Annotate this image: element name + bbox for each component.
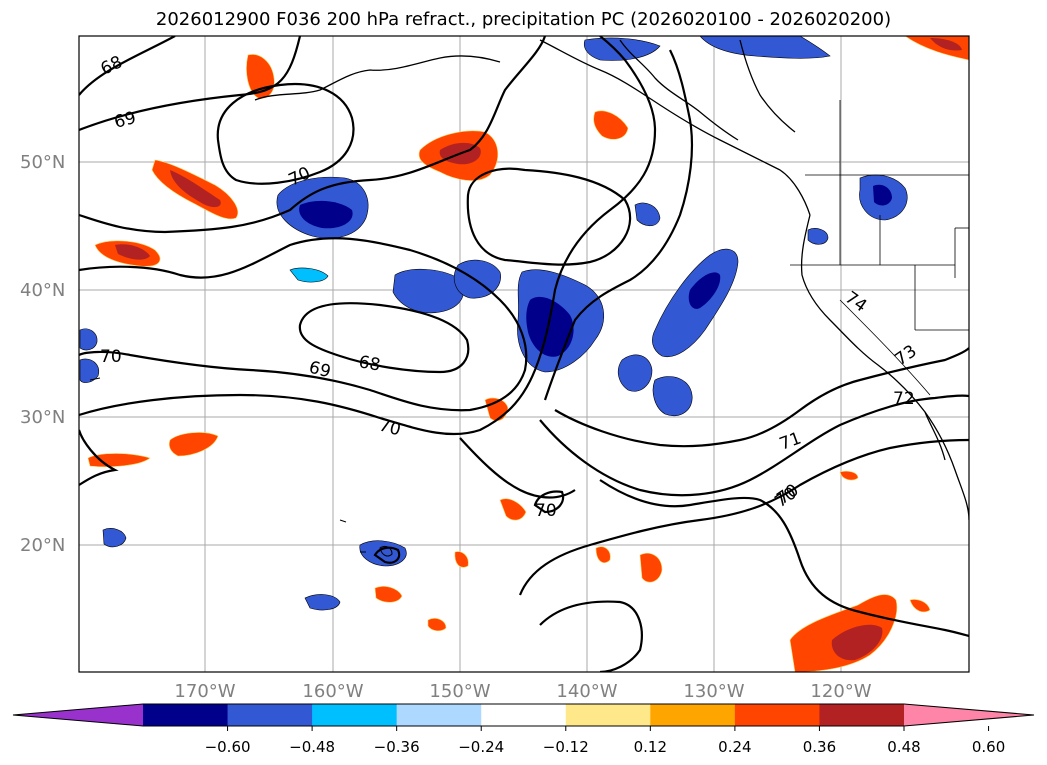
lon-label: 150°W <box>429 681 490 702</box>
gridlines <box>79 36 969 672</box>
colorbar-bin <box>312 704 398 726</box>
colorbar-bin <box>143 704 229 726</box>
longitude-labels: 170°W 160°W 150°W 140°W 130°W 120°W <box>174 681 871 702</box>
colorbar-bin <box>819 704 905 726</box>
colorbar-bin <box>481 704 567 726</box>
lat-label: 30°N <box>20 407 65 428</box>
colorbar-tick-label: −0.48 <box>289 738 335 756</box>
contour-label: 72 <box>893 389 915 409</box>
lon-label: 170°W <box>174 681 235 702</box>
colorbar-tick-label: −0.36 <box>374 738 420 756</box>
colorbar-extend-high <box>904 704 1034 726</box>
lon-label: 140°W <box>556 681 617 702</box>
lat-label: 20°N <box>20 535 65 556</box>
colorbar-bin <box>396 704 482 726</box>
lon-label: 160°W <box>302 681 363 702</box>
lon-label: 120°W <box>810 681 871 702</box>
colorbar-outline <box>12 703 1035 727</box>
lon-label: 130°W <box>683 681 744 702</box>
colorbar-tick-label: −0.12 <box>543 738 589 756</box>
islands <box>89 377 393 557</box>
latitude-labels: 50°N 40°N 30°N 20°N <box>20 152 65 556</box>
colorbar: −0.60 −0.48 −0.36 −0.24 −0.12 0.12 0.24 0.36 0.4… <box>12 703 1035 756</box>
colorbar-tick-label: 0.12 <box>634 738 667 756</box>
colorbar-tick-label: 0.60 <box>972 738 1005 756</box>
lat-label: 40°N <box>20 280 65 301</box>
contour-label: 68 <box>357 352 382 375</box>
contour-label: 70 <box>100 347 122 367</box>
colorbar-tick-label: 0.24 <box>718 738 751 756</box>
colorbar-tick-label: −0.60 <box>205 738 251 756</box>
map-title: 2026012900 F036 200 hPa refract., precip… <box>155 9 892 30</box>
political-boundaries <box>790 100 969 396</box>
contours <box>79 36 969 672</box>
colorbar-bin <box>227 704 313 726</box>
colorbar-bin <box>565 704 651 726</box>
colorbar-tick-label: −0.24 <box>458 738 504 756</box>
colorbar-extend-low <box>13 704 143 726</box>
map-frame <box>78 35 970 673</box>
colorbar-tick-label: 0.36 <box>803 738 836 756</box>
contour-label: 70 <box>535 501 557 521</box>
colorbar-bin <box>734 704 820 726</box>
coastlines <box>254 39 969 521</box>
colorbar-tick-label: 0.48 <box>887 738 920 756</box>
lat-label: 50°N <box>20 152 65 173</box>
colorbar-bin <box>650 704 736 726</box>
